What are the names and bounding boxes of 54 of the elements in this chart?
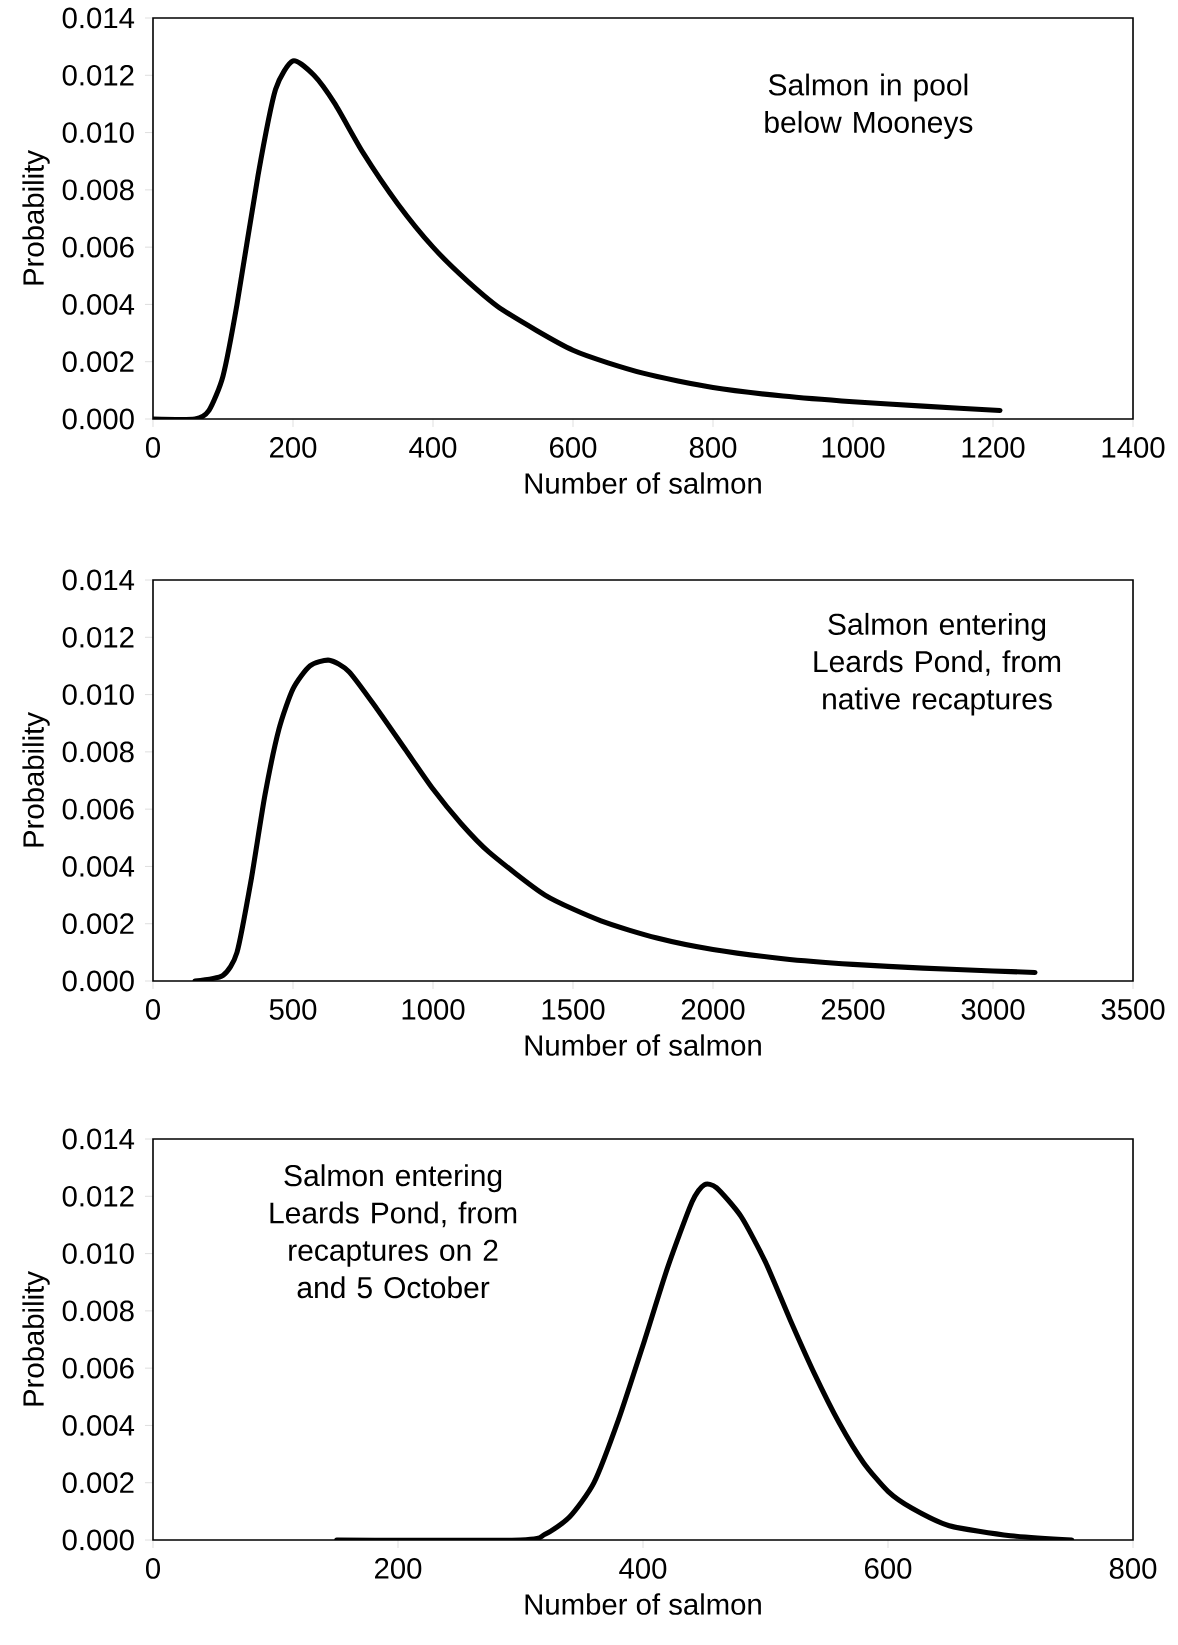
x-tick-label: 0 [145, 1558, 160, 1579]
x-tick-label: 3000 [961, 999, 1025, 1020]
x-axis-title: Number of salmon [525, 1593, 761, 1615]
y-tick-label: 0.004 [62, 294, 135, 315]
x-tick-label: 1500 [542, 999, 605, 1020]
annotation: Salmon entering Leards Pond, from native recaptures [814, 612, 1061, 716]
y-tick-label: 0.004 [62, 1415, 135, 1436]
y-tick-label: 0.008 [62, 179, 134, 201]
annotation: Salmon in pool below Mooneys [765, 73, 973, 139]
x-tick-label: 600 [865, 1558, 912, 1579]
x-tick-label: 400 [619, 1558, 667, 1579]
y-tick-label: 0.012 [62, 1185, 134, 1207]
y-tick-label: 0.012 [62, 626, 134, 648]
y-tick-label: 0.000 [62, 1529, 134, 1551]
y-axis-title: Probability [22, 712, 50, 847]
y-tick-label: 0.004 [62, 856, 135, 877]
y-tick-label: 0.000 [62, 970, 134, 992]
y-tick-label: 0.006 [62, 236, 134, 258]
y-tick-label: 0.010 [62, 684, 134, 705]
y-tick-label: 0.002 [62, 351, 134, 373]
y-tick-label: 0.002 [62, 1472, 134, 1494]
y-tick-label: 0.008 [62, 1300, 134, 1322]
y-tick-label: 0.010 [62, 1243, 134, 1264]
y-tick-label: 0.008 [62, 741, 134, 763]
y-tick-label: 0.010 [62, 122, 134, 143]
x-tick-label: 2000 [681, 999, 745, 1020]
y-axis-title: Probability [22, 1271, 50, 1406]
x-tick-label: 1000 [822, 437, 885, 458]
y-tick-label: 0.014 [62, 569, 135, 591]
y-tick-label: 0.012 [62, 64, 134, 86]
annotation: Salmon entering Leards Pond, from recaptures on 2 and 5 October [270, 1164, 517, 1299]
x-tick-label: 1400 [1102, 437, 1165, 458]
x-axis-title: Number of salmon [525, 1034, 761, 1056]
y-tick-label: 0.006 [62, 798, 134, 820]
y-tick-label: 0.006 [62, 1357, 134, 1379]
x-tick-label: 800 [689, 437, 737, 458]
x-tick-label: 0 [145, 437, 160, 458]
x-tick-label: 2500 [821, 999, 885, 1020]
x-tick-label: 1000 [402, 999, 465, 1020]
x-tick-label: 500 [269, 999, 317, 1020]
x-tick-label: 3500 [1101, 999, 1165, 1020]
x-tick-label: 600 [550, 437, 597, 458]
x-tick-label: 1200 [962, 437, 1025, 458]
x-tick-label: 200 [270, 437, 317, 458]
y-axis-title: Probability [22, 150, 50, 285]
x-tick-label: 200 [375, 1558, 422, 1579]
y-tick-label: 0.002 [62, 913, 134, 935]
x-tick-label: 800 [1109, 1558, 1157, 1579]
x-tick-label: 400 [409, 437, 457, 458]
y-tick-label: 0.000 [62, 408, 134, 430]
x-axis-title: Number of salmon [525, 472, 761, 494]
x-tick-label: 0 [145, 999, 160, 1020]
y-tick-label: 0.014 [62, 7, 135, 29]
y-tick-label: 0.014 [62, 1128, 135, 1150]
